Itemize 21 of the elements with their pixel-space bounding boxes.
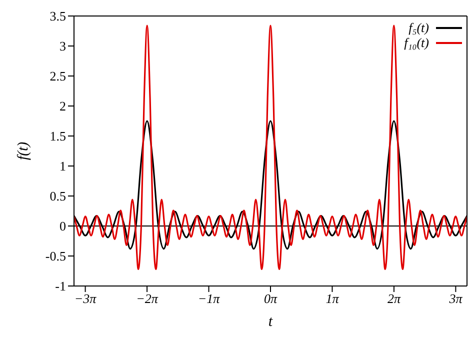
y-tick-label: 0	[60, 218, 66, 234]
x-tick-label: 0π	[264, 291, 278, 306]
legend-label: f₁₀(t)	[403, 35, 430, 50]
y-tick-label: 1.5	[50, 128, 66, 144]
x-tick-label: −3π	[74, 291, 97, 306]
x-tick-label: 3π	[448, 291, 463, 306]
y-tick-label: 3.5	[50, 8, 66, 24]
y-tick-label: 2	[60, 98, 66, 114]
legend-label: f₅(t)	[408, 20, 430, 35]
y-tick-label: 1	[60, 158, 66, 174]
y-tick-label: -1	[55, 278, 66, 294]
x-axis-title: t	[268, 314, 274, 330]
x-tick-label: −2π	[136, 291, 158, 306]
y-tick-label: 0.5	[50, 188, 66, 204]
x-tick-label: 2π	[387, 291, 401, 306]
y-tick-label: 3	[60, 38, 66, 54]
y-tick-label: -0.5	[45, 248, 66, 264]
x-tick-label: 1π	[326, 291, 340, 306]
y-tick-label: 2.5	[50, 68, 66, 84]
y-axis-title: f(t)	[15, 142, 32, 160]
x-tick-label: −1π	[198, 291, 220, 306]
